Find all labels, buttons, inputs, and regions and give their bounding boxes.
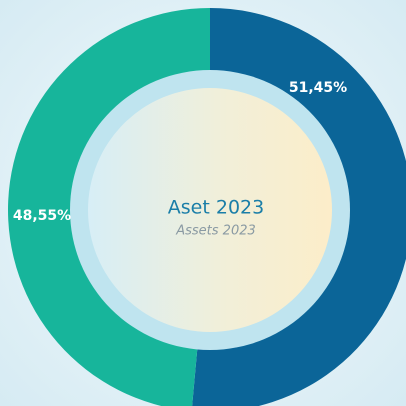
chart-subtitle: Assets 2023: [175, 224, 256, 239]
inner-core: [88, 88, 332, 332]
donut-segment: [192, 8, 406, 406]
chart-title: Aset 2023: [168, 197, 264, 219]
value-label: 48,55%: [13, 208, 71, 224]
donut: [8, 8, 406, 406]
value-label: 51,45%: [289, 80, 347, 96]
donut-segment: [8, 8, 210, 406]
